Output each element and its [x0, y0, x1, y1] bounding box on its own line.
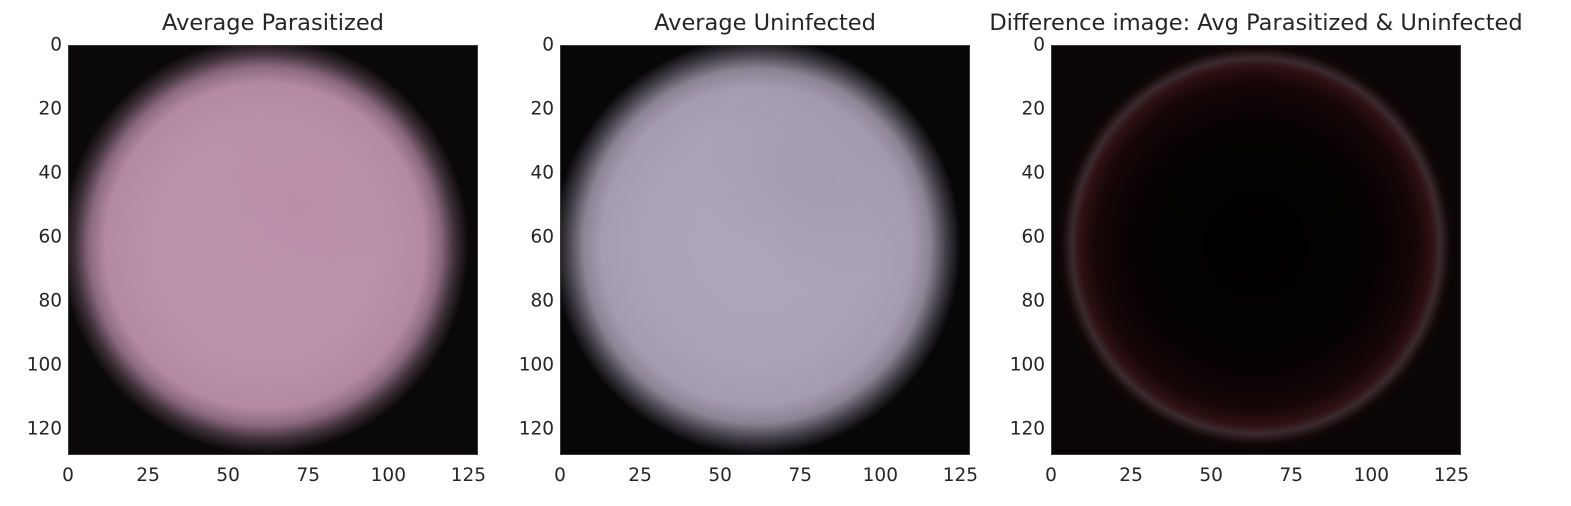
image-uninfected: [561, 46, 969, 454]
x-tick-label: 25: [136, 465, 160, 486]
x-tick-label: 25: [628, 465, 652, 486]
x-tick-label: 100: [370, 465, 406, 486]
y-tick-label: 60: [38, 226, 62, 248]
x-tick-label: 75: [788, 465, 813, 486]
y-tick-label: 0: [542, 34, 554, 56]
image-difference: [1052, 46, 1460, 454]
y-tick-label: 40: [1021, 162, 1045, 184]
chart-title-parasitized: Average Parasitized: [162, 10, 384, 36]
y-tick-label: 80: [1021, 290, 1045, 312]
x-tick-label: 100: [862, 465, 898, 486]
x-tick-label: 125: [1433, 465, 1470, 486]
y-tick-label: 100: [26, 354, 62, 376]
x-tick-label: 100: [1353, 465, 1389, 486]
x-tick-label: 0: [62, 465, 74, 486]
y-tick-label: 20: [38, 98, 62, 120]
y-tick-label: 40: [530, 162, 554, 184]
y-tick-label: 20: [530, 98, 554, 120]
y-tick-label: 100: [518, 354, 554, 376]
image-parasitized: [69, 46, 477, 454]
y-tick-label: 40: [38, 162, 62, 184]
y-tick-label: 100: [1009, 354, 1045, 376]
chart-title-difference: Difference image: Avg Parasitized & Unin…: [989, 10, 1523, 36]
y-tick-label: 60: [1021, 226, 1045, 248]
x-tick-label: 50: [708, 465, 732, 486]
x-tick-label: 75: [296, 465, 321, 486]
x-tick-label: 0: [1045, 465, 1057, 486]
x-tick-label: 0: [554, 465, 566, 486]
y-tick-label: 120: [1009, 418, 1045, 440]
x-tick-label: 25: [1119, 465, 1143, 486]
x-tick-label: 125: [942, 465, 979, 486]
x-tick-label: 50: [216, 465, 240, 486]
plot-frame-uninfected: [560, 45, 970, 455]
chart-title-uninfected: Average Uninfected: [654, 10, 876, 36]
y-tick-label: 80: [38, 290, 62, 312]
plot-frame-parasitized: [68, 45, 478, 455]
y-tick-label: 0: [50, 34, 62, 56]
x-tick-label: 75: [1279, 465, 1304, 486]
y-tick-label: 120: [26, 418, 62, 440]
y-tick-label: 120: [518, 418, 554, 440]
x-tick-label: 50: [1199, 465, 1223, 486]
y-tick-label: 60: [530, 226, 554, 248]
plot-frame-difference: [1051, 45, 1461, 455]
x-tick-label: 125: [450, 465, 487, 486]
y-tick-label: 20: [1021, 98, 1045, 120]
y-tick-label: 0: [1033, 34, 1045, 56]
y-tick-label: 80: [530, 290, 554, 312]
